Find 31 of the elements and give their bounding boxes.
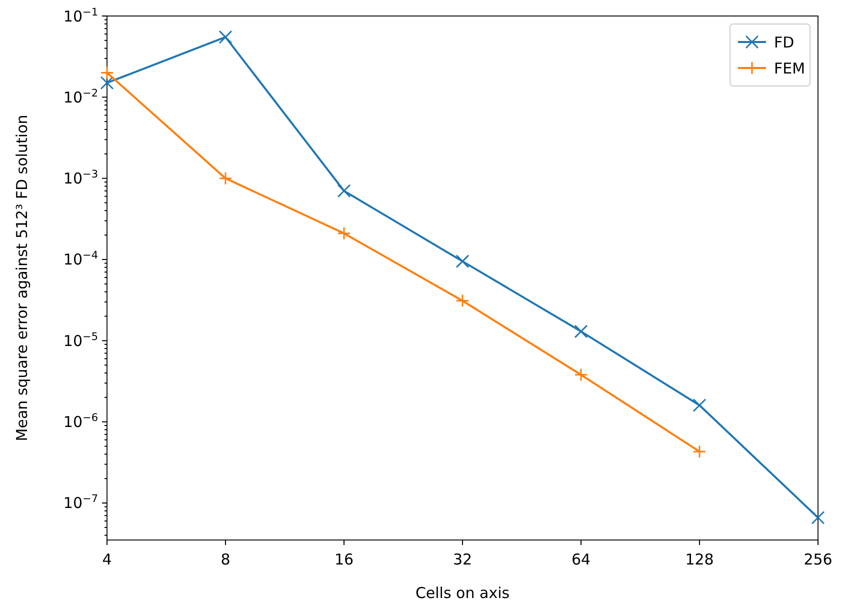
point [574,324,588,338]
point [337,184,351,198]
x-tick-label: 8 [220,550,230,568]
point [456,294,470,308]
legend-label: FD [774,33,794,52]
point [811,510,825,524]
y-tick-label: 10$^{−1}$ [63,6,98,26]
x-tick-label: 64 [571,550,591,568]
y-tick-label: 10$^{−5}$ [63,330,98,350]
y-tick-label: 10$^{−6}$ [63,412,98,432]
x-axis-title: Cells on axis [415,584,510,602]
point [218,30,232,44]
point [692,398,706,412]
point [218,172,232,186]
y-tick-label: 10$^{−7}$ [63,493,98,512]
point [100,66,114,80]
y-axis-title: Mean square error against 512³ FD solution [13,114,31,442]
y-tick-label: 10$^{−4}$ [63,250,98,269]
y-tick-label: 10$^{−3}$ [63,168,98,188]
point [456,254,470,268]
point [574,368,588,382]
x-tick-label: 4 [102,550,112,568]
legend-label: FEM [774,59,806,78]
x-tick-label: 256 [804,550,832,568]
point [337,226,351,240]
point [100,76,114,90]
x-tick-label: 16 [334,550,354,568]
x-tick-label: 128 [685,550,714,568]
x-tick-label: 32 [452,550,472,568]
y-tick-label: 10$^{−2}$ [63,87,98,106]
point [692,444,706,458]
